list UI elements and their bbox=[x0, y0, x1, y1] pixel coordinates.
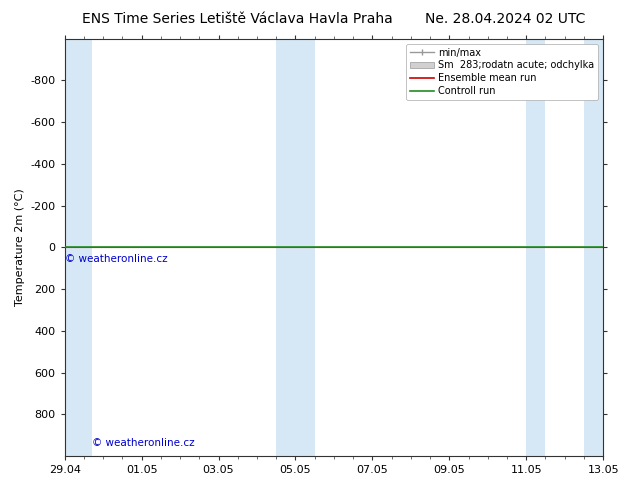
Legend: min/max, Sm  283;rodatn acute; odchylka, Ensemble mean run, Controll run: min/max, Sm 283;rodatn acute; odchylka, … bbox=[406, 44, 598, 100]
Text: © weatheronline.cz: © weatheronline.cz bbox=[65, 254, 168, 264]
Text: ENS Time Series Letiště Václava Havla Praha: ENS Time Series Letiště Václava Havla Pr… bbox=[82, 12, 393, 26]
Bar bbox=[276, 39, 295, 456]
Title: ENS Time Series Letiště Václava Havla Praha      Ne. 28.04.2024 02 UTC: ENS Time Series Letiště Václava Havla Pr… bbox=[0, 489, 1, 490]
Y-axis label: Temperature 2m (°C): Temperature 2m (°C) bbox=[15, 189, 25, 306]
Bar bbox=[295, 39, 314, 456]
Text: © weatheronline.cz: © weatheronline.cz bbox=[92, 438, 194, 448]
Text: Ne. 28.04.2024 02 UTC: Ne. 28.04.2024 02 UTC bbox=[425, 12, 585, 26]
Bar bbox=[584, 39, 603, 456]
Bar bbox=[65, 39, 92, 456]
Bar bbox=[526, 39, 545, 456]
